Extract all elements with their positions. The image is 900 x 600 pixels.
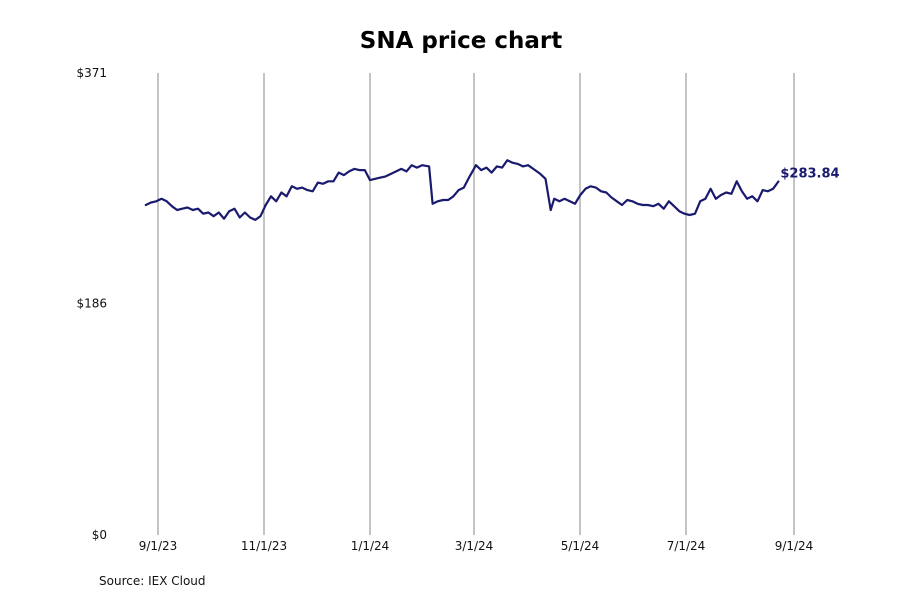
x-tick-label: 9/1/24 [775,539,814,553]
x-tick-label: 5/1/24 [561,539,600,553]
x-tick-label: 3/1/24 [455,539,494,553]
y-tick-label: $186 [76,296,107,310]
y-axis-ticks: $371 $186 $0 [76,66,107,542]
price-series-line [144,159,780,221]
x-tick-label: 7/1/24 [667,539,706,553]
x-tick-label: 1/1/24 [351,539,390,553]
chart-title: SNA price chart [359,28,563,54]
last-price-label: $283.84 [780,167,839,182]
x-tick-label: 9/1/23 [139,539,178,553]
x-tick-label: 11/1/23 [241,539,287,553]
grid-lines [157,73,795,535]
y-tick-label: $0 [92,528,107,542]
source-note: Source: IEX Cloud [99,574,206,588]
series-layer [144,159,780,221]
x-axis-ticks: 9/1/23 11/1/23 1/1/24 3/1/24 5/1/24 7/1/24 9/1… [139,539,814,553]
y-tick-label: $371 [76,66,107,80]
